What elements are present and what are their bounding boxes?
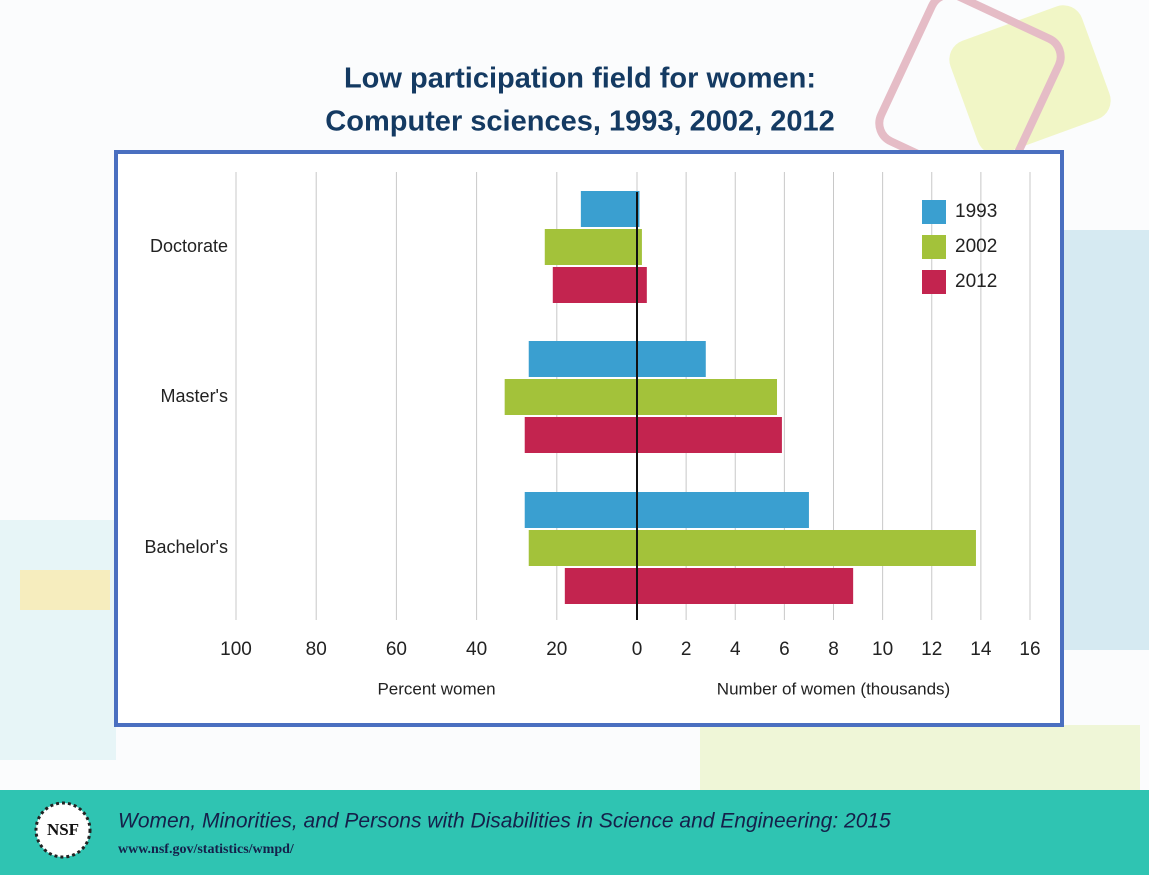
legend-swatch — [922, 200, 946, 224]
bar — [637, 417, 782, 453]
bar — [529, 530, 637, 566]
bar — [581, 191, 637, 227]
title: Low participation field for women: — [344, 63, 816, 95]
category-label: Doctorate — [150, 236, 228, 256]
x-tick-label: 100 — [220, 639, 252, 660]
x-tick-label: 16 — [1019, 639, 1040, 660]
bar — [525, 492, 637, 528]
slide: Low participation field for women: Compu… — [0, 0, 1149, 875]
bar — [637, 379, 777, 415]
bar — [505, 379, 637, 415]
x-tick-label: 0 — [632, 639, 643, 660]
bar — [637, 267, 647, 303]
bar — [637, 530, 976, 566]
footer-title: Women, Minorities, and Persons with Disa… — [118, 810, 891, 833]
x-tick-label: 20 — [546, 639, 567, 660]
bar — [637, 341, 706, 377]
x-tick-label: 60 — [386, 639, 407, 660]
x-axis-label: Number of women (thousands) — [717, 679, 950, 698]
bar — [637, 568, 853, 604]
x-tick-label: 4 — [730, 639, 741, 660]
deco-shape — [0, 520, 116, 760]
title: Computer sciences, 1993, 2002, 2012 — [325, 106, 834, 138]
deco-shape — [20, 570, 110, 610]
bar — [637, 492, 809, 528]
x-tick-label: 80 — [306, 639, 327, 660]
x-tick-label: 14 — [970, 639, 992, 660]
x-axis-label: Percent women — [377, 679, 495, 698]
x-tick-label: 8 — [828, 639, 839, 660]
x-tick-label: 10 — [872, 639, 893, 660]
x-tick-label: 40 — [466, 639, 487, 660]
category-label: Bachelor's — [145, 537, 228, 557]
bar — [545, 229, 637, 265]
bar — [525, 417, 637, 453]
x-tick-label: 12 — [921, 639, 942, 660]
legend-swatch — [922, 270, 946, 294]
x-tick-label: 6 — [779, 639, 790, 660]
logo-text: NSF — [47, 820, 79, 839]
page: Low participation field for women: Compu… — [0, 0, 1149, 875]
footer-url: www.nsf.gov/statistics/wmpd/ — [118, 842, 295, 857]
x-tick-label: 2 — [681, 639, 692, 660]
category-label: Master's — [161, 386, 228, 406]
legend-label: 2012 — [955, 271, 997, 292]
legend-label: 2002 — [955, 236, 997, 257]
bar — [553, 267, 637, 303]
legend-label: 1993 — [955, 201, 997, 222]
bar — [565, 568, 637, 604]
bar — [529, 341, 637, 377]
deco-shape — [700, 725, 1140, 790]
legend-swatch — [922, 235, 946, 259]
